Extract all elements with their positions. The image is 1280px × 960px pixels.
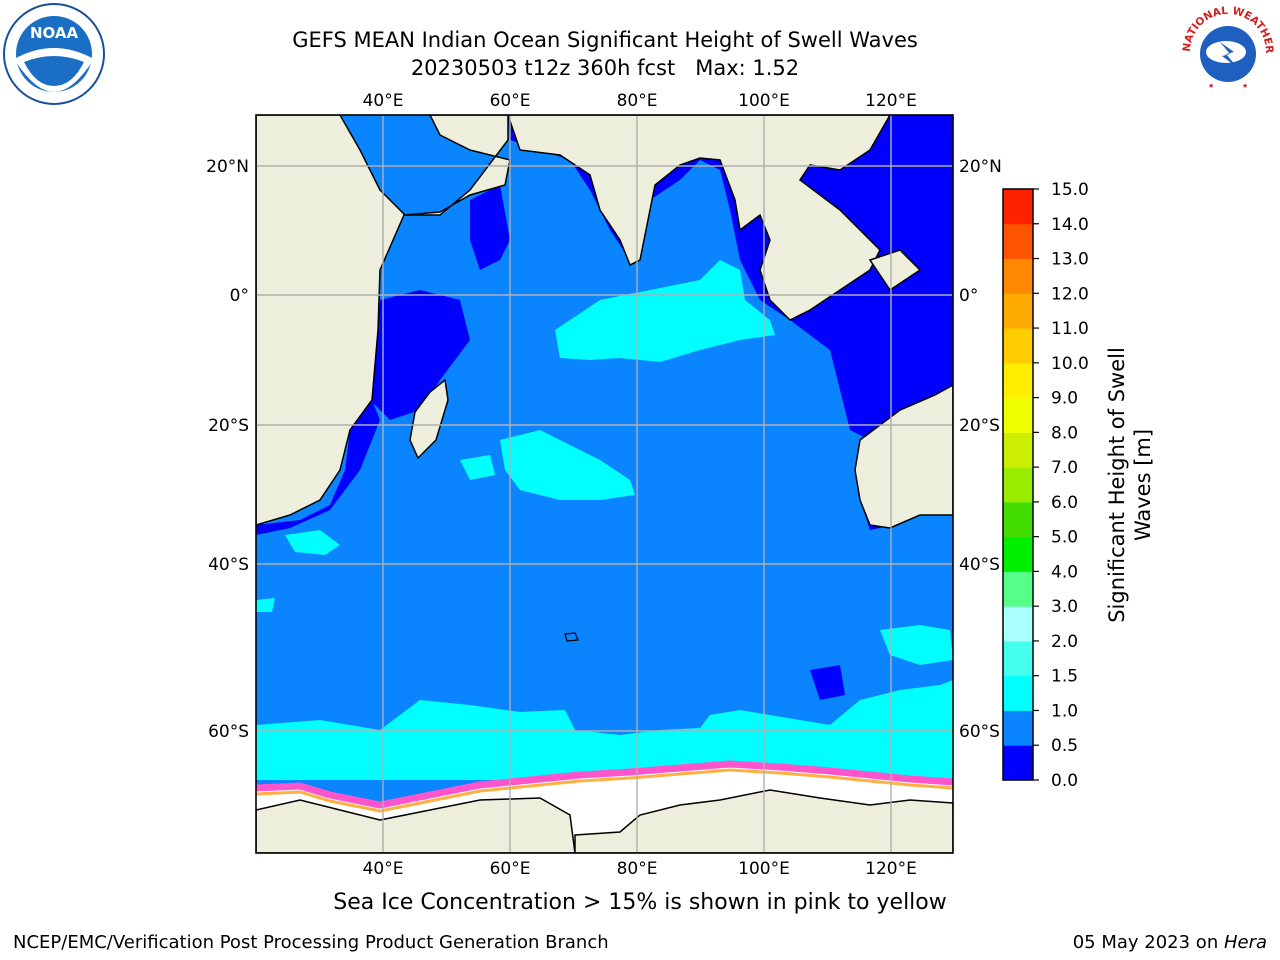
- sea-ice-edge: [256, 760, 953, 813]
- chart-subtitle: 20230503 t12z 360h fcst Max: 1.52: [410, 56, 800, 80]
- colorbar-segment: [1003, 293, 1033, 329]
- lat-label-left: 20°S: [208, 416, 249, 436]
- colorbar: [1002, 188, 1034, 781]
- nws-logo: NATIONAL WEATHER SERVICE ★ ★: [1178, 2, 1275, 98]
- colorbar-label-line1: Significant Height of Swell: [1105, 347, 1129, 623]
- colorbar-tick-label: 7.0: [1051, 458, 1078, 478]
- lat-label-right: 0°: [959, 286, 978, 306]
- lon-label-top: 60°E: [490, 91, 531, 111]
- colorbar-tick-label: 4.0: [1051, 562, 1078, 582]
- colorbar-tick-label: 8.0: [1051, 423, 1078, 443]
- colorbar-tick-label: 5.0: [1051, 528, 1078, 548]
- colorbar-tick-label: 1.5: [1051, 667, 1078, 687]
- swell-1-1.5m-zones: [256, 260, 953, 780]
- colorbar-tick-label: 0.0: [1051, 771, 1078, 791]
- lat-label-right: 20°S: [959, 416, 1000, 436]
- lon-label-top: 40°E: [363, 91, 404, 111]
- lon-label-bottom: 100°E: [738, 859, 790, 879]
- lon-label-top: 120°E: [865, 91, 917, 111]
- colorbar-tick-label: 15.0: [1051, 180, 1089, 200]
- svg-text:★: ★: [1242, 82, 1248, 90]
- lon-label-top: 100°E: [738, 91, 790, 111]
- colorbar-segment: [1003, 362, 1033, 399]
- colorbar-segment: [1003, 640, 1033, 677]
- lat-labels-left: 20°N 0° 20°S 40°S 60°S: [206, 157, 249, 742]
- colorbar-tick-label: 2.0: [1051, 632, 1078, 652]
- footer-date-text: 05 May 2023 on: [1072, 932, 1224, 953]
- footer-credit: NCEP/EMC/Verification Post Processing Pr…: [13, 932, 609, 953]
- lon-label-bottom: 60°E: [490, 859, 531, 879]
- lat-label-left: 60°S: [208, 722, 249, 742]
- colorbar-segment: [1003, 432, 1033, 468]
- colorbar-segment: [1003, 710, 1033, 746]
- colorbar-ticks: 0.0 0.5 1.0 1.5 2.0 3.0 4.0 5.0 6.0 7.0 8.0 9.0 10.0…: [1033, 180, 1089, 791]
- footer-host: Hera: [1223, 932, 1267, 953]
- sea-ice-note: Sea Ice Concentration > 15% is shown in …: [333, 890, 947, 915]
- lat-label-right: 40°S: [959, 555, 1000, 575]
- colorbar-label-line2: Waves [m]: [1131, 429, 1155, 541]
- colorbar-tick-label: 6.0: [1051, 493, 1078, 513]
- lon-label-bottom: 80°E: [617, 859, 658, 879]
- noaa-logo-text: NOAA: [30, 24, 79, 42]
- colorbar-segment: [1003, 606, 1033, 642]
- colorbar-segment: [1003, 571, 1033, 607]
- lat-labels-right: 20°N 0° 20°S 40°S 60°S: [959, 157, 1002, 742]
- colorbar-tick-label: 10.0: [1051, 354, 1089, 374]
- footer-date: 05 May 2023 on Hera: [1073, 932, 1267, 953]
- noaa-logo: NOAA: [3, 3, 105, 105]
- colorbar-segment: [1003, 675, 1033, 711]
- colorbar-segment: [1003, 189, 1033, 225]
- lat-label-left: 0°: [230, 286, 249, 306]
- colorbar-segment: [1003, 467, 1033, 503]
- lon-label-bottom: 40°E: [363, 859, 404, 879]
- colorbar-segment: [1003, 501, 1033, 538]
- chart-title: GEFS MEAN Indian Ocean Significant Heigh…: [292, 28, 918, 52]
- map-layers: [256, 115, 953, 853]
- colorbar-tick-label: 12.0: [1051, 284, 1089, 304]
- colorbar-tick-label: 11.0: [1051, 319, 1089, 339]
- lat-label-left: 20°N: [206, 157, 249, 177]
- kerguelen-island: [564, 632, 579, 642]
- colorbar-segment: [1003, 223, 1033, 260]
- colorbar-tick-label: 1.0: [1051, 701, 1078, 721]
- svg-text:★: ★: [1208, 82, 1214, 90]
- lon-labels: 40°E 60°E 80°E 100°E 120°E 40°E 60°E 80°…: [363, 91, 917, 879]
- lat-label-left: 40°S: [208, 555, 249, 575]
- colorbar-tick-label: 3.0: [1051, 597, 1078, 617]
- colorbar-frame: [1002, 188, 1034, 781]
- lon-label-bottom: 120°E: [865, 859, 917, 879]
- colorbar-segment: [1003, 397, 1033, 433]
- colorbar-segment: [1003, 258, 1033, 294]
- colorbar-segment: [1003, 745, 1033, 781]
- graticule: [256, 115, 953, 853]
- colorbar-tick-label: 9.0: [1051, 389, 1078, 409]
- colorbar-segment: [1003, 536, 1033, 572]
- lat-label-right: 20°N: [959, 157, 1002, 177]
- colorbar-tick-label: 14.0: [1051, 215, 1089, 235]
- colorbar-tick-label: 13.0: [1051, 250, 1089, 270]
- colorbar-segment: [1003, 328, 1033, 364]
- lat-label-right: 60°S: [959, 722, 1000, 742]
- map-frame: [255, 114, 954, 854]
- lon-label-top: 80°E: [617, 91, 658, 111]
- colorbar-tick-label: 0.5: [1051, 736, 1078, 756]
